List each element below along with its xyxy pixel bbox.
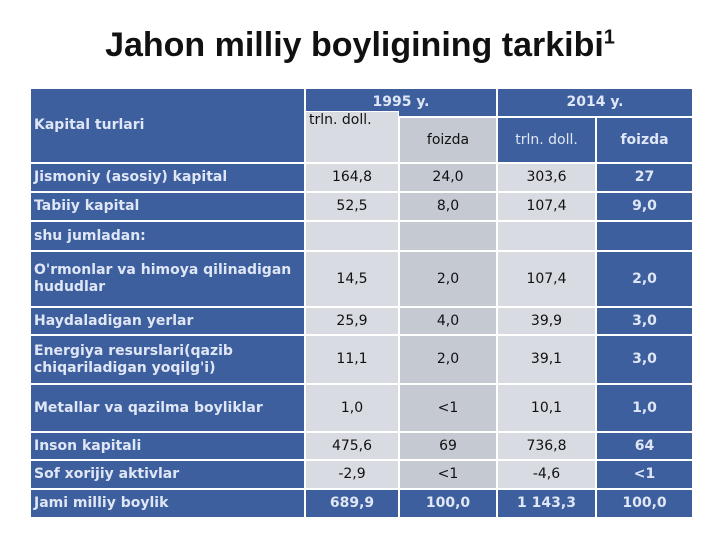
value-cell: 3,0	[596, 335, 693, 384]
value-cell	[399, 221, 497, 251]
value-cell: 39,9	[497, 307, 596, 335]
value-cell: 107,4	[497, 192, 596, 221]
value-cell: 8,0	[399, 192, 497, 221]
row-label: Metallar va qazilma boyliklar	[30, 384, 305, 432]
value-cell: 100,0	[596, 489, 693, 518]
value-cell: 64	[596, 432, 693, 460]
footnote-mark: 1	[603, 26, 615, 49]
value-cell: 107,4	[497, 251, 596, 307]
value-cell: 14,5	[305, 251, 399, 307]
value-cell	[305, 221, 399, 251]
value-cell: 24,0	[399, 163, 497, 192]
value-cell: <1	[399, 460, 497, 489]
row-label: O'rmonlar va himoya qilinadigan hududlar	[30, 251, 305, 307]
value-cell: 4,0	[399, 307, 497, 335]
value-cell: 164,8	[305, 163, 399, 192]
value-cell: 100,0	[399, 489, 497, 518]
row-label: Inson kapitali	[30, 432, 305, 460]
row-label: Jismoniy (asosiy) kapital	[30, 163, 305, 192]
value-cell: <1	[399, 384, 497, 432]
value-cell	[596, 221, 693, 251]
slide-title: Jahon milliy boyligining tarkibi1	[0, 26, 720, 65]
row-label: Energiya resurslari(qazib chiqariladigan…	[30, 335, 305, 384]
value-cell: 1 143,3	[497, 489, 596, 518]
value-cell: 27	[596, 163, 693, 192]
unit-header: foizda	[399, 117, 497, 163]
value-cell: 475,6	[305, 432, 399, 460]
row-label: shu jumladan:	[30, 221, 305, 251]
value-cell: -4,6	[497, 460, 596, 489]
value-cell: 39,1	[497, 335, 596, 384]
value-cell: 69	[399, 432, 497, 460]
value-cell: 689,9	[305, 489, 399, 518]
value-cell: 2,0	[399, 335, 497, 384]
value-cell: 736,8	[497, 432, 596, 460]
row-label: Sof xorijiy aktivlar	[30, 460, 305, 489]
value-cell: 3,0	[596, 307, 693, 335]
value-cell: 25,9	[305, 307, 399, 335]
row-label: Haydaladigan yerlar	[30, 307, 305, 335]
year-header: 2014 y.	[497, 88, 693, 117]
value-cell: -2,9	[305, 460, 399, 489]
value-cell	[497, 221, 596, 251]
unit-header: trln. doll.	[497, 117, 596, 163]
row-label: Jami milliy boylik	[30, 489, 305, 518]
unit-header: foizda	[596, 117, 693, 163]
value-cell: 1,0	[596, 384, 693, 432]
value-cell: 52,5	[305, 192, 399, 221]
value-cell: 2,0	[596, 251, 693, 307]
value-cell: <1	[596, 460, 693, 489]
value-cell: 11,1	[305, 335, 399, 384]
header-label: Kapital turlari	[30, 88, 305, 163]
value-cell: 2,0	[399, 251, 497, 307]
value-cell: 9,0	[596, 192, 693, 221]
row-label: Tabiiy kapital	[30, 192, 305, 221]
value-cell: 1,0	[305, 384, 399, 432]
title-text: Jahon milliy boyligining tarkibi	[105, 26, 604, 64]
value-cell: 303,6	[497, 163, 596, 192]
value-cell: 10,1	[497, 384, 596, 432]
unit-header: trln. doll.	[305, 111, 399, 163]
